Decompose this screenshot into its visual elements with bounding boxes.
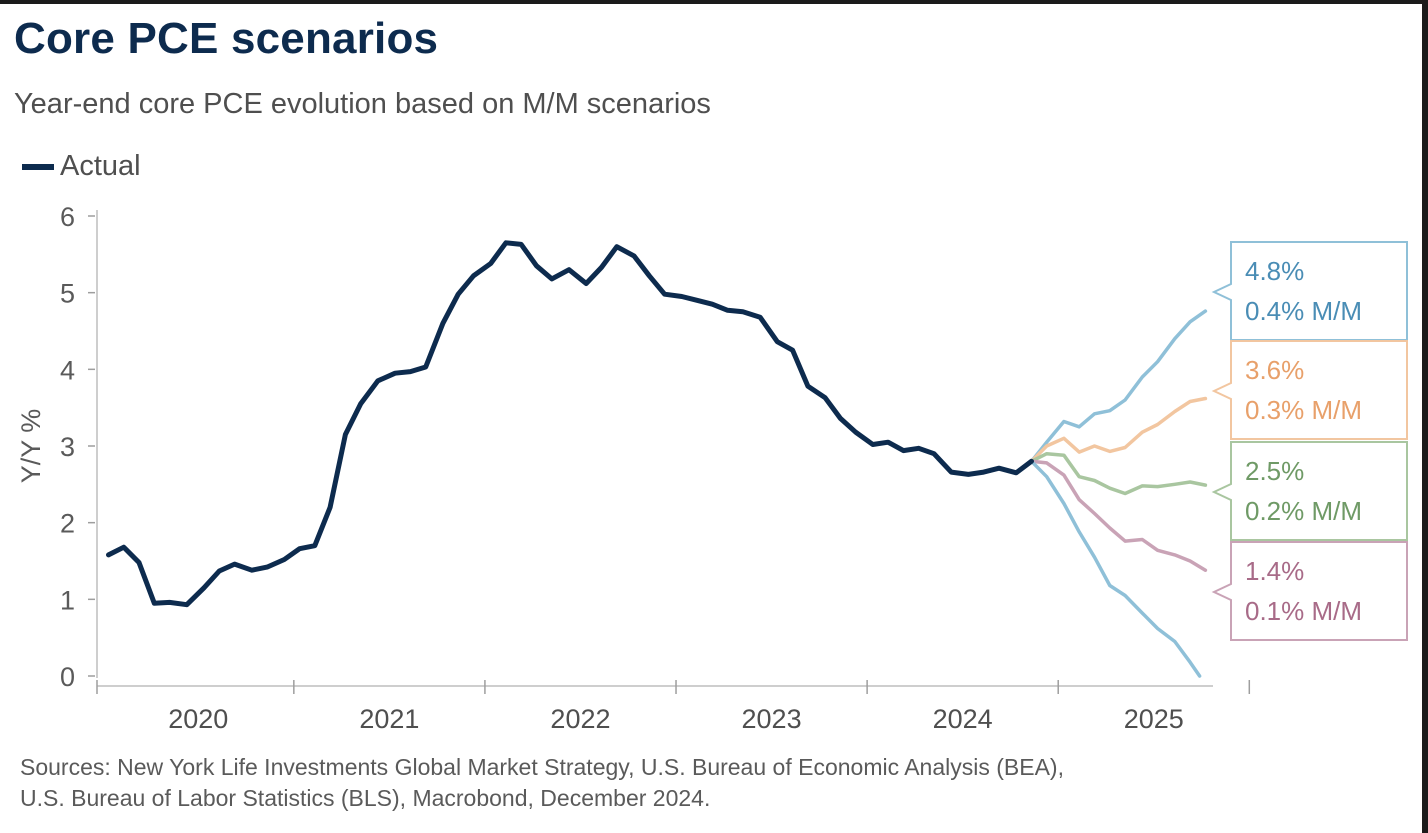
series-line-3-6-0-3-m-m [1029,396,1208,464]
chart-card: Core PCE scenarios Year-end core PCE evo… [0,4,1422,833]
callout-value-3.6pct: 3.6% [1245,355,1304,385]
x-tick-label-2022: 2022 [550,704,610,734]
callout-mm-2.5pct: 0.2% M/M [1245,496,1362,526]
y-tick-label-2: 2 [60,509,75,539]
x-tick-label-2024: 2024 [933,704,993,734]
y-tick-label-0: 0 [60,662,75,692]
series-line-2-5-0-2-m-m [1029,451,1208,496]
y-axis-label: Y/Y % [16,409,46,484]
x-tick-label-2023: 2023 [742,704,802,734]
legend-label-actual: Actual [60,150,141,182]
sources-line-1: Sources: New York Life Investments Globa… [20,754,1064,780]
callout-mm-1.4pct: 0.1% M/M [1245,596,1362,626]
y-tick-label-6: 6 [60,202,75,232]
x-tick-label-2021: 2021 [359,704,419,734]
chart-subtitle: Year-end core PCE evolution based on M/M… [14,88,711,120]
y-tick-label-5: 5 [60,279,75,309]
x-tick-label-2025: 2025 [1124,704,1184,734]
callout-box-1.4pct [1211,541,1408,641]
series-line-0-0-m-m-scenario [1029,459,1202,678]
y-tick-label-3: 3 [60,432,75,462]
y-tick-label-4: 4 [60,355,75,385]
chart-title: Core PCE scenarios [14,14,439,63]
y-tick-label-1: 1 [60,585,75,615]
callout-value-4.8pct: 4.8% [1245,256,1304,286]
sources-line-2: U.S. Bureau of Labor Statistics (BLS), M… [20,785,711,811]
series-line-4-8-0-4-m-m [1029,309,1208,464]
callout-mm-3.6pct: 0.3% M/M [1245,395,1362,425]
legend-swatch-actual [22,163,54,170]
x-tick-label-2020: 2020 [168,704,228,734]
callout-box-4.8pct [1211,241,1408,341]
callout-value-2.5pct: 2.5% [1245,456,1304,486]
series-line-actual [106,240,1034,608]
legend: Actual [22,150,141,183]
series-line-1-4-0-1-m-m [1029,459,1208,572]
callout-box-2.5pct [1211,441,1408,541]
callout-mm-4.8pct: 0.4% M/M [1245,296,1362,326]
sources-note: Sources: New York Life Investments Globa… [20,752,1064,814]
callout-value-1.4pct: 1.4% [1245,556,1304,586]
callout-box-3.6pct [1211,340,1408,440]
